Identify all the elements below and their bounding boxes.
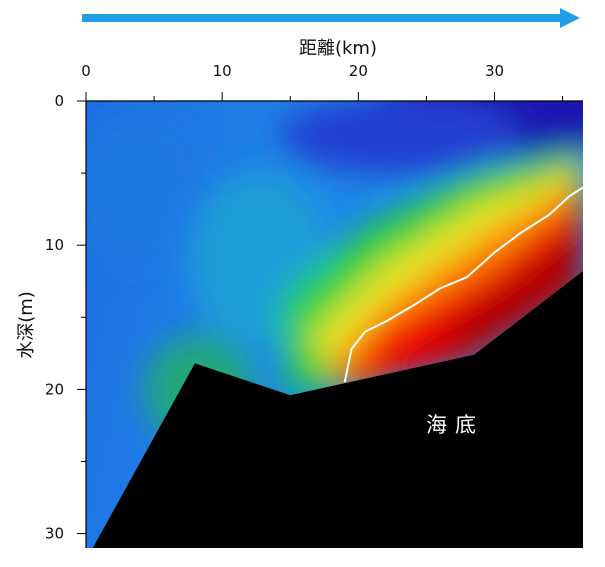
blob-upper-blue	[280, 101, 520, 175]
isoline	[343, 186, 583, 383]
y-tick-label: 10	[45, 236, 64, 254]
x-axis-title: 距離(km)	[299, 38, 377, 59]
blob-left-blue	[86, 110, 210, 270]
arrow-shaft	[82, 14, 560, 22]
y-tick-label: 30	[45, 525, 64, 543]
seabed-layer	[92, 271, 584, 548]
y-tick-label: 20	[45, 380, 64, 398]
direction-arrow	[82, 8, 580, 28]
x-tick-label: 20	[349, 62, 368, 80]
x-tick-label: 30	[485, 62, 504, 80]
y-tick-label: 0	[54, 92, 64, 110]
x-tick-label: 10	[213, 62, 232, 80]
seabed-label: 海底	[426, 413, 484, 437]
axes-layer: 0 10 20 30 0 10 20 30	[45, 62, 583, 548]
blob-dark-red	[420, 230, 583, 350]
seabed-polygon	[92, 271, 584, 548]
y-axis-title: 水深(m)	[16, 291, 37, 359]
isoline-layer	[343, 186, 583, 383]
blob-red	[340, 195, 583, 390]
arrow-head	[560, 8, 580, 28]
x-tick-label: 0	[81, 62, 91, 80]
